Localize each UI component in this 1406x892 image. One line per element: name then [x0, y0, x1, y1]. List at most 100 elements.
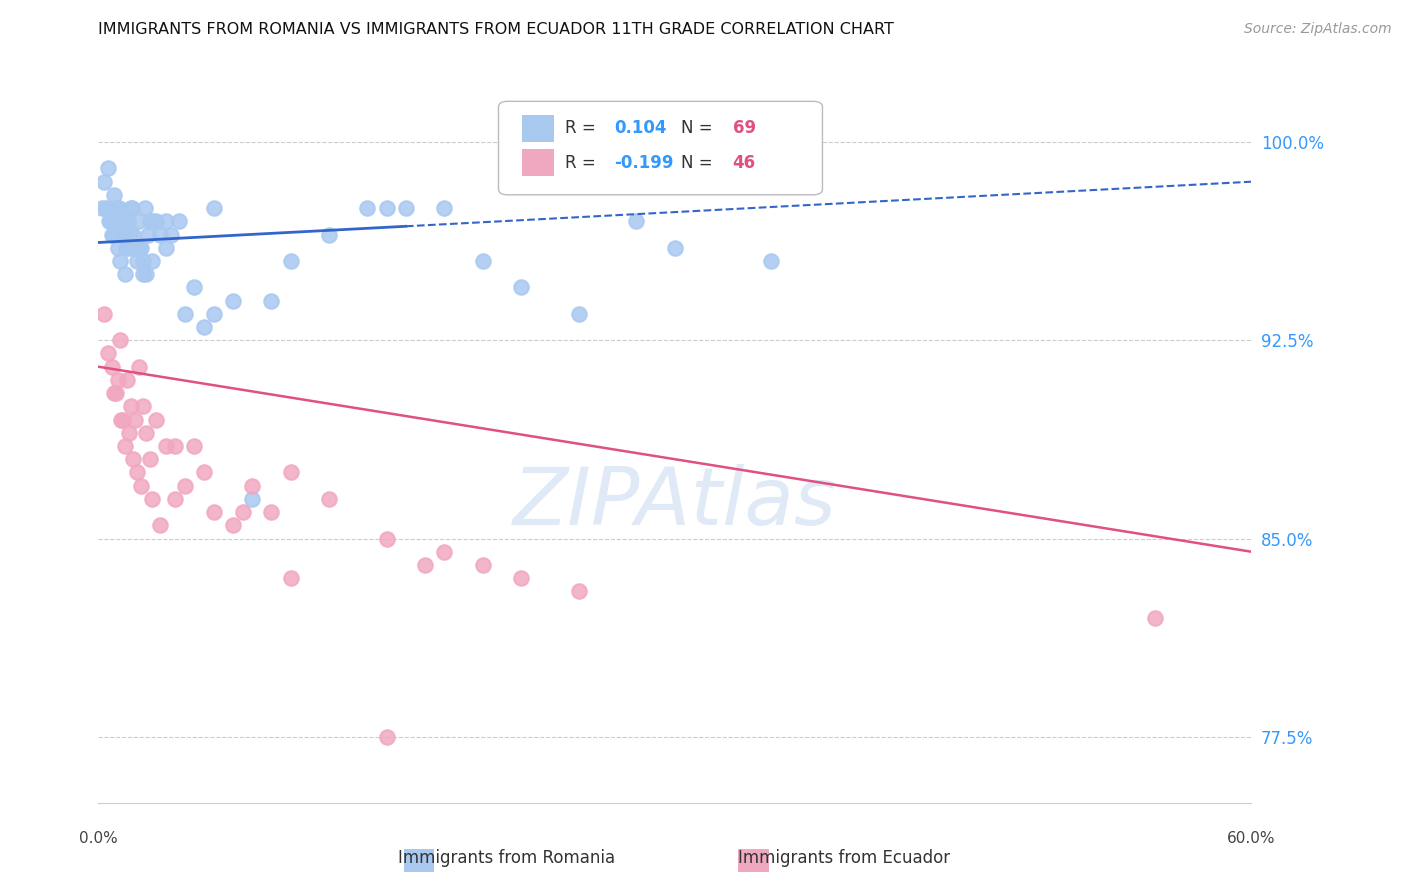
Point: [183, 439, 205, 453]
Point: [94, 201, 117, 215]
Point: [118, 241, 141, 255]
Point: [568, 584, 591, 599]
Point: [222, 518, 245, 533]
Point: [1144, 611, 1167, 625]
Point: [100, 214, 122, 228]
Point: [375, 532, 398, 546]
Point: [202, 307, 225, 321]
Point: [626, 214, 648, 228]
Point: [128, 359, 150, 374]
Point: [318, 491, 340, 506]
Text: 0.0%: 0.0%: [79, 830, 118, 846]
Point: [134, 201, 156, 215]
Point: [174, 478, 197, 492]
Point: [125, 254, 148, 268]
Point: [108, 333, 131, 347]
Text: -0.199: -0.199: [614, 153, 673, 171]
Point: [155, 241, 177, 255]
Point: [280, 571, 302, 585]
Point: [149, 518, 172, 533]
Point: [155, 439, 177, 453]
FancyBboxPatch shape: [404, 849, 434, 872]
Point: [115, 241, 138, 255]
Point: [111, 227, 134, 242]
Point: [135, 425, 157, 440]
Point: [125, 466, 148, 480]
Point: [280, 466, 302, 480]
Point: [120, 201, 142, 215]
Point: [141, 491, 163, 506]
Point: [174, 307, 197, 321]
Point: [98, 214, 121, 228]
Point: [131, 400, 153, 414]
Point: [101, 227, 124, 242]
Point: [103, 188, 125, 202]
Point: [101, 359, 124, 374]
Point: [433, 201, 456, 215]
Point: [117, 373, 139, 387]
Point: [318, 227, 340, 242]
Point: [202, 201, 225, 215]
Point: [91, 201, 114, 215]
Point: [131, 254, 153, 268]
Point: [141, 214, 163, 228]
Point: [155, 214, 177, 228]
Point: [110, 214, 132, 228]
Point: [110, 412, 132, 426]
Point: [193, 466, 215, 480]
Point: [165, 439, 187, 453]
Point: [108, 254, 131, 268]
Point: [114, 439, 136, 453]
Point: [122, 452, 145, 467]
Point: [167, 214, 190, 228]
Point: [118, 425, 141, 440]
Point: [375, 730, 398, 744]
Point: [139, 452, 162, 467]
Text: 46: 46: [733, 153, 755, 171]
Text: Immigrants from Romania: Immigrants from Romania: [398, 849, 614, 867]
Text: R =: R =: [565, 120, 602, 137]
Point: [110, 214, 132, 228]
Text: 0.104: 0.104: [614, 120, 666, 137]
Point: [510, 571, 533, 585]
Text: 60.0%: 60.0%: [1227, 830, 1275, 846]
Point: [260, 505, 283, 519]
Point: [433, 545, 456, 559]
Text: Source: ZipAtlas.com: Source: ZipAtlas.com: [1244, 22, 1392, 37]
Point: [138, 227, 160, 242]
Point: [117, 214, 139, 228]
Point: [135, 267, 157, 281]
Point: [149, 227, 172, 242]
Point: [104, 201, 127, 215]
Point: [160, 227, 183, 242]
Point: [120, 400, 142, 414]
Point: [97, 161, 120, 176]
Point: [240, 491, 263, 506]
Point: [375, 201, 398, 215]
Point: [129, 241, 152, 255]
Point: [93, 307, 115, 321]
Point: [145, 412, 167, 426]
Text: N =: N =: [681, 153, 717, 171]
Point: [129, 478, 152, 492]
Point: [128, 241, 150, 255]
Point: [97, 346, 120, 360]
Point: [413, 558, 436, 572]
Text: IMMIGRANTS FROM ROMANIA VS IMMIGRANTS FROM ECUADOR 11TH GRADE CORRELATION CHART: IMMIGRANTS FROM ROMANIA VS IMMIGRANTS FR…: [98, 22, 894, 37]
Point: [231, 505, 254, 519]
Point: [112, 412, 135, 426]
Point: [128, 214, 150, 228]
Text: ZIPAtlas: ZIPAtlas: [513, 464, 837, 542]
Text: R =: R =: [565, 153, 602, 171]
FancyBboxPatch shape: [522, 115, 554, 142]
Point: [193, 320, 215, 334]
Point: [222, 293, 245, 308]
Point: [356, 201, 378, 215]
Point: [120, 227, 142, 242]
Point: [141, 254, 163, 268]
Point: [240, 478, 263, 492]
Point: [104, 386, 127, 401]
Point: [759, 254, 782, 268]
Point: [121, 201, 143, 215]
Text: 69: 69: [733, 120, 755, 137]
